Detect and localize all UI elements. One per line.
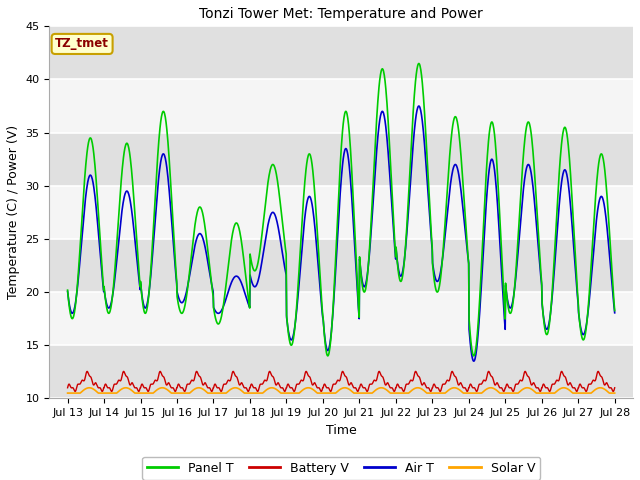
Bar	[49, 26, 633, 79]
Solar V	[85, 385, 93, 391]
Air T	[426, 223, 434, 229]
Air T	[172, 273, 180, 279]
Panel T	[426, 215, 434, 220]
Battery V	[173, 385, 180, 391]
Y-axis label: Temperature (C) / Power (V): Temperature (C) / Power (V)	[7, 125, 20, 300]
Battery V	[427, 389, 435, 395]
Panel T	[547, 312, 554, 317]
Panel T	[415, 60, 423, 66]
Air T	[547, 311, 554, 316]
Bar	[49, 186, 633, 239]
Battery V	[499, 386, 506, 392]
Battery V	[64, 385, 72, 391]
Line: Panel T: Panel T	[68, 63, 614, 356]
Panel T	[470, 353, 477, 359]
Air T	[415, 103, 423, 109]
Air T	[499, 280, 506, 286]
Battery V	[186, 381, 194, 386]
Air T	[611, 310, 618, 316]
Bar	[49, 132, 633, 186]
Panel T	[64, 287, 72, 293]
Panel T	[499, 262, 506, 268]
Bar	[49, 79, 633, 132]
Air T	[470, 358, 477, 364]
Air T	[246, 274, 254, 280]
Panel T	[172, 268, 180, 274]
Solar V	[64, 390, 72, 396]
Bar	[49, 345, 633, 398]
Solar V	[498, 390, 506, 396]
Battery V	[547, 387, 554, 393]
Title: Tonzi Tower Met: Temperature and Power: Tonzi Tower Met: Temperature and Power	[199, 7, 483, 21]
Text: TZ_tmet: TZ_tmet	[55, 37, 109, 50]
Solar V	[546, 390, 554, 396]
Air T	[186, 275, 193, 280]
X-axis label: Time: Time	[326, 424, 356, 437]
Battery V	[83, 369, 91, 374]
Legend: Panel T, Battery V, Air T, Solar V: Panel T, Battery V, Air T, Solar V	[142, 457, 540, 480]
Line: Solar V: Solar V	[68, 388, 614, 393]
Solar V	[186, 390, 193, 396]
Bar	[49, 292, 633, 345]
Battery V	[248, 382, 255, 387]
Line: Air T: Air T	[68, 106, 614, 361]
Line: Battery V: Battery V	[68, 372, 614, 392]
Solar V	[611, 390, 618, 396]
Solar V	[426, 390, 434, 396]
Panel T	[186, 272, 193, 277]
Battery V	[611, 385, 618, 391]
Bar	[49, 239, 633, 292]
Solar V	[247, 390, 255, 396]
Battery V	[71, 389, 79, 395]
Solar V	[173, 390, 180, 396]
Air T	[64, 288, 72, 294]
Panel T	[611, 308, 618, 313]
Panel T	[246, 253, 254, 259]
